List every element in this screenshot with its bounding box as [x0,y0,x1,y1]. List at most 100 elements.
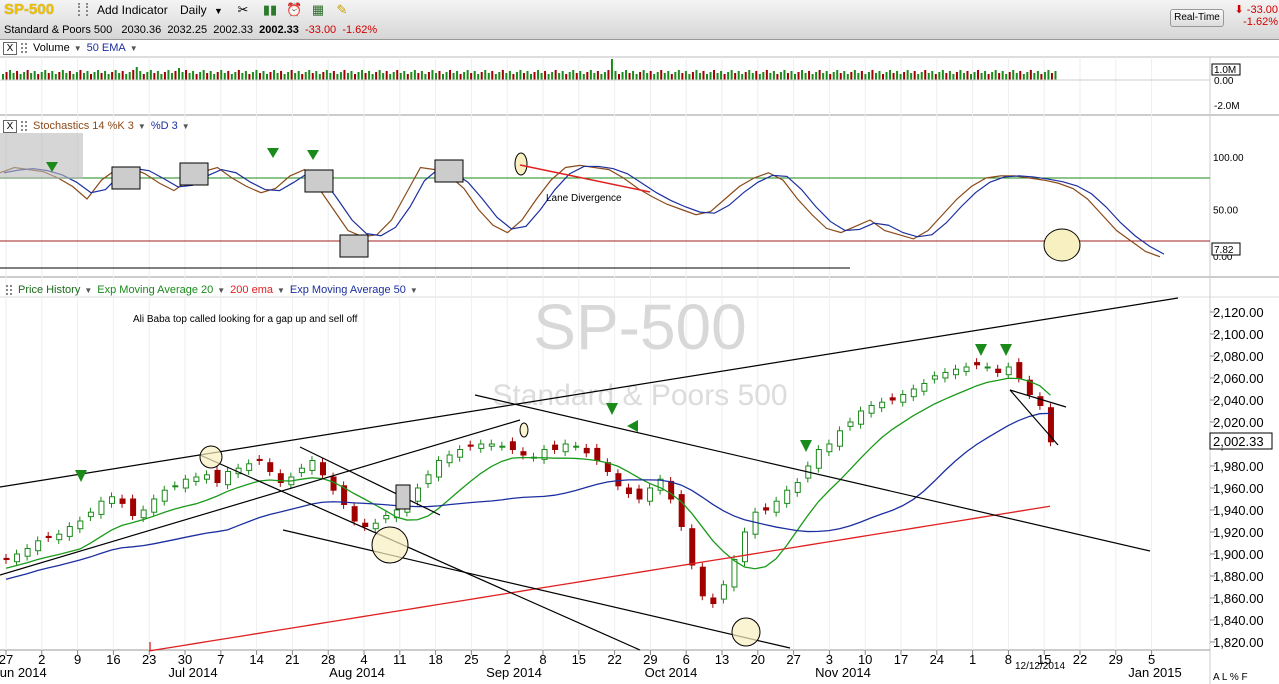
candle-body [3,557,10,561]
volume-ema-label[interactable]: 50 EMA [86,42,126,54]
volume-bar [213,74,216,80]
candle-body [182,478,189,489]
volume-bar [561,71,564,80]
stoch-grip-icon[interactable] [21,121,27,132]
volume-bar [815,72,818,80]
volume-ema-dropdown-icon[interactable]: ▼ [129,44,138,53]
volume-bar [734,73,737,80]
volume-bar [375,72,378,80]
date-tick-label: 29 [1109,652,1123,667]
price-history-label[interactable]: Price History [18,284,81,296]
volume-bar [244,71,247,80]
candle-body [963,366,970,372]
volume-bar [220,70,223,80]
candle-body [478,443,485,449]
volume-bar [79,70,82,80]
volume-bar [882,74,884,80]
volume-bar [579,71,582,80]
realtime-button[interactable]: Real-Time [1170,9,1224,27]
ema20-dropdown-icon[interactable]: ▼ [217,286,226,295]
interval-dropdown-icon[interactable]: ▼ [214,6,223,16]
stoch-d-dropdown-icon[interactable]: ▼ [181,122,190,131]
ema200-dropdown-icon[interactable]: ▼ [276,286,285,295]
note-icon[interactable]: ✎ [336,2,348,17]
volume-bar [723,74,726,80]
date-stamp-label: 12/12/2014 [1015,661,1065,672]
volume-bar [628,73,631,80]
volume-grip-icon[interactable] [21,43,27,54]
volume-bar [403,71,406,80]
volume-bar [973,72,976,80]
candle-body [488,443,495,447]
date-tick-label: 22 [1073,652,1087,667]
volume-bar [980,73,983,80]
volume-bar [716,73,719,80]
date-tick-label: 2 [504,652,511,667]
volume-bar [297,71,300,80]
trend-line [199,454,641,651]
volume-bar [125,74,128,80]
candle-body [836,430,843,447]
watermark-symbol: SP-500 [533,291,746,363]
green-arrow-icon [800,440,812,452]
price-tick-label: 1,980.00 [1213,459,1264,474]
volume-bar [959,70,962,80]
volume-bar [251,72,254,80]
ali-baba-annotation: Ali Baba top called looking for a gap up… [133,314,358,325]
ema200-label[interactable]: 200 ema [230,284,273,296]
interval-select[interactable]: Daily [180,3,207,17]
date-tick-label: 28 [321,652,335,667]
scissors-icon[interactable]: ✂ [237,2,249,17]
trend-line [299,446,441,516]
ema50-label[interactable]: Exp Moving Average 50 [289,284,406,296]
candle-body [520,451,527,456]
green-arrow-icon [627,420,638,432]
alarm-clock-icon[interactable]: ⏰ [286,2,303,17]
volume-bar [653,74,656,80]
volume-bar [610,59,613,80]
volume-bar [322,72,325,80]
volume-bar [470,73,473,80]
volume-bar [984,71,987,80]
volume-title[interactable]: Volume [33,42,70,54]
volume-bar [688,74,691,80]
lane-divergence-line [519,164,651,193]
toolbar-grip-icon[interactable] [78,3,88,16]
volume-bar [991,72,994,80]
trend-line [474,394,1151,552]
quote-name: Standard & Poors 500 [4,24,113,36]
volume-bar [938,72,941,80]
stoch-d-label[interactable]: %D 3 [150,120,178,132]
bar-chart-icon[interactable]: ▮▮ [262,2,278,17]
price-tick-label: 2,060.00 [1213,371,1264,386]
volume-bar [970,74,972,80]
green-arrow-icon [307,150,319,160]
candle-body [847,421,854,427]
price-dropdown-icon[interactable]: ▼ [84,286,93,295]
grid-icon[interactable]: ▦ [311,2,325,17]
stoch-title[interactable]: Stochastics 14 %K 3 [33,120,134,132]
volume-dropdown-icon[interactable]: ▼ [73,44,82,53]
symbol-title[interactable]: SP-500 [4,1,55,18]
date-tick-label: 2 [38,652,45,667]
ema20-label[interactable]: Exp Moving Average 20 [97,284,214,296]
stoch-dropdown-icon[interactable]: ▼ [137,122,146,131]
volume-bar [762,72,765,80]
green-arrow-icon [606,403,618,415]
volume-bar [755,71,758,80]
volume-bar [442,74,444,80]
volume-close-button[interactable]: X [3,41,17,55]
volume-zero-label: 0.00 [1214,76,1234,87]
ema50-dropdown-icon[interactable]: ▼ [409,286,418,295]
candle-body [931,375,938,380]
candle-body [974,362,981,366]
volume-bar [463,72,466,80]
stoch-close-button[interactable]: X [3,119,17,133]
volume-bar [12,73,15,80]
volume-bar [1008,72,1011,80]
price-grip-icon[interactable] [6,285,12,296]
candle-body [625,487,632,494]
volume-bar [582,74,585,80]
add-indicator-button[interactable]: Add Indicator [97,3,168,17]
